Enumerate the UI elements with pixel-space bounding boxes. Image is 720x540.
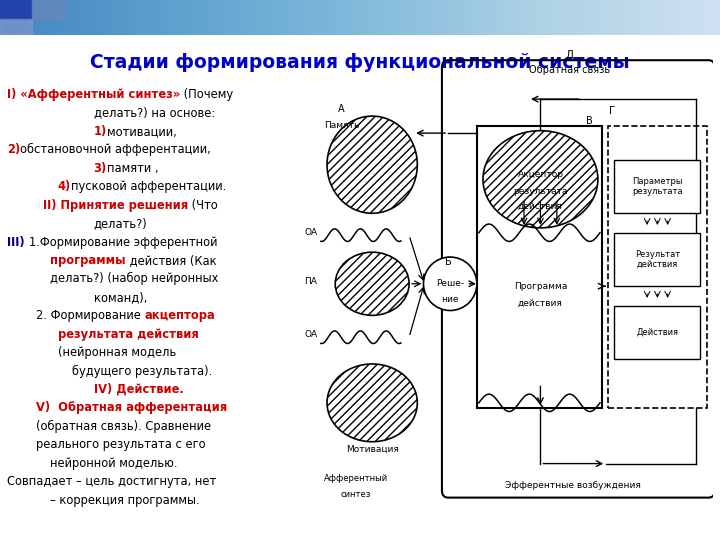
Text: ние: ние: [441, 295, 459, 305]
Text: делать?) на основе:: делать?) на основе:: [94, 106, 215, 119]
Bar: [0, 19, 32, 35]
Text: действия: действия: [518, 299, 563, 308]
Text: Акцептор: Акцептор: [518, 170, 564, 179]
Text: памяти ,: памяти ,: [107, 162, 158, 175]
Ellipse shape: [483, 131, 598, 228]
Text: IV) Действие.: IV) Действие.: [94, 383, 184, 396]
Text: (Что: (Что: [189, 199, 218, 212]
Text: Афферентный: Афферентный: [324, 474, 388, 483]
Ellipse shape: [327, 364, 418, 442]
Text: I) «Афферентный синтез»: I) «Афферентный синтез»: [7, 88, 181, 101]
Text: III): III): [7, 235, 29, 248]
Text: II) Принятие решения: II) Принятие решения: [43, 199, 189, 212]
Text: акцептора: акцептора: [145, 309, 215, 322]
Text: 3): 3): [94, 162, 107, 175]
Text: Действия: Действия: [636, 328, 678, 337]
Text: Реше-: Реше-: [436, 279, 464, 288]
Text: 4): 4): [58, 180, 71, 193]
Text: делать?): делать?): [94, 217, 148, 230]
Text: синтез: синтез: [341, 490, 371, 499]
Text: Совпадает – цель достигнута, нет: Совпадает – цель достигнута, нет: [7, 475, 217, 488]
Text: Эфферентные возбуждения: Эфферентные возбуждения: [505, 481, 642, 490]
Text: Результат
действия: Результат действия: [635, 250, 680, 269]
Text: Б: Б: [445, 257, 451, 267]
Text: программы: программы: [50, 254, 126, 267]
Text: пусковой афферентации.: пусковой афферентации.: [71, 180, 226, 193]
Text: А: А: [338, 104, 345, 114]
Text: V)  Обратная афферентация: V) Обратная афферентация: [36, 401, 228, 414]
Text: результата: результата: [513, 187, 567, 196]
FancyBboxPatch shape: [614, 160, 701, 213]
Text: Мотивация: Мотивация: [346, 444, 399, 454]
Text: Параметры
результата: Параметры результата: [632, 177, 683, 196]
Text: Д: Д: [565, 50, 573, 60]
Text: 2): 2): [7, 144, 20, 157]
Text: обстановочной афферентации,: обстановочной афферентации,: [20, 144, 211, 157]
Text: 1.Формирование эфферентной: 1.Формирование эфферентной: [29, 235, 217, 248]
Text: мотивации,: мотивации,: [107, 125, 176, 138]
FancyBboxPatch shape: [614, 233, 701, 286]
FancyBboxPatch shape: [477, 126, 602, 408]
Text: Память: Память: [324, 122, 359, 130]
Text: Программа: Программа: [514, 282, 567, 291]
Text: нейронной моделью.: нейронной моделью.: [50, 457, 178, 470]
Text: действия (Как: действия (Как: [126, 254, 217, 267]
Text: (обратная связь). Сравнение: (обратная связь). Сравнение: [36, 420, 211, 433]
Text: делать?) (набор нейронных: делать?) (набор нейронных: [50, 272, 219, 286]
Text: Г: Г: [609, 106, 616, 116]
Text: ПА: ПА: [304, 277, 317, 286]
Text: В: В: [586, 116, 593, 126]
Ellipse shape: [327, 116, 418, 213]
Bar: [32, 0, 65, 19]
Text: Стадии формирования функциональной системы: Стадии формирования функциональной систе…: [90, 53, 630, 72]
Text: команд),: команд),: [94, 291, 147, 304]
Text: реального результата с его: реального результата с его: [36, 438, 206, 451]
Text: 1): 1): [94, 125, 107, 138]
Text: результата действия: результата действия: [58, 328, 199, 341]
Text: 2. Формирование: 2. Формирование: [36, 309, 145, 322]
Text: действия: действия: [518, 201, 563, 211]
Text: ОА: ОА: [304, 330, 318, 339]
FancyBboxPatch shape: [608, 126, 706, 408]
Ellipse shape: [423, 257, 477, 310]
Text: (нейронная модель: (нейронная модель: [58, 346, 176, 359]
Text: – коррекция программы.: – коррекция программы.: [50, 494, 200, 507]
Bar: [0, 0, 32, 19]
FancyBboxPatch shape: [614, 306, 701, 359]
Ellipse shape: [336, 252, 409, 315]
Text: (Почему: (Почему: [181, 88, 233, 101]
Text: ОА: ОА: [304, 228, 318, 237]
Text: Обратная связь: Обратная связь: [528, 65, 610, 75]
Text: будущего результата).: будущего результата).: [72, 364, 212, 377]
